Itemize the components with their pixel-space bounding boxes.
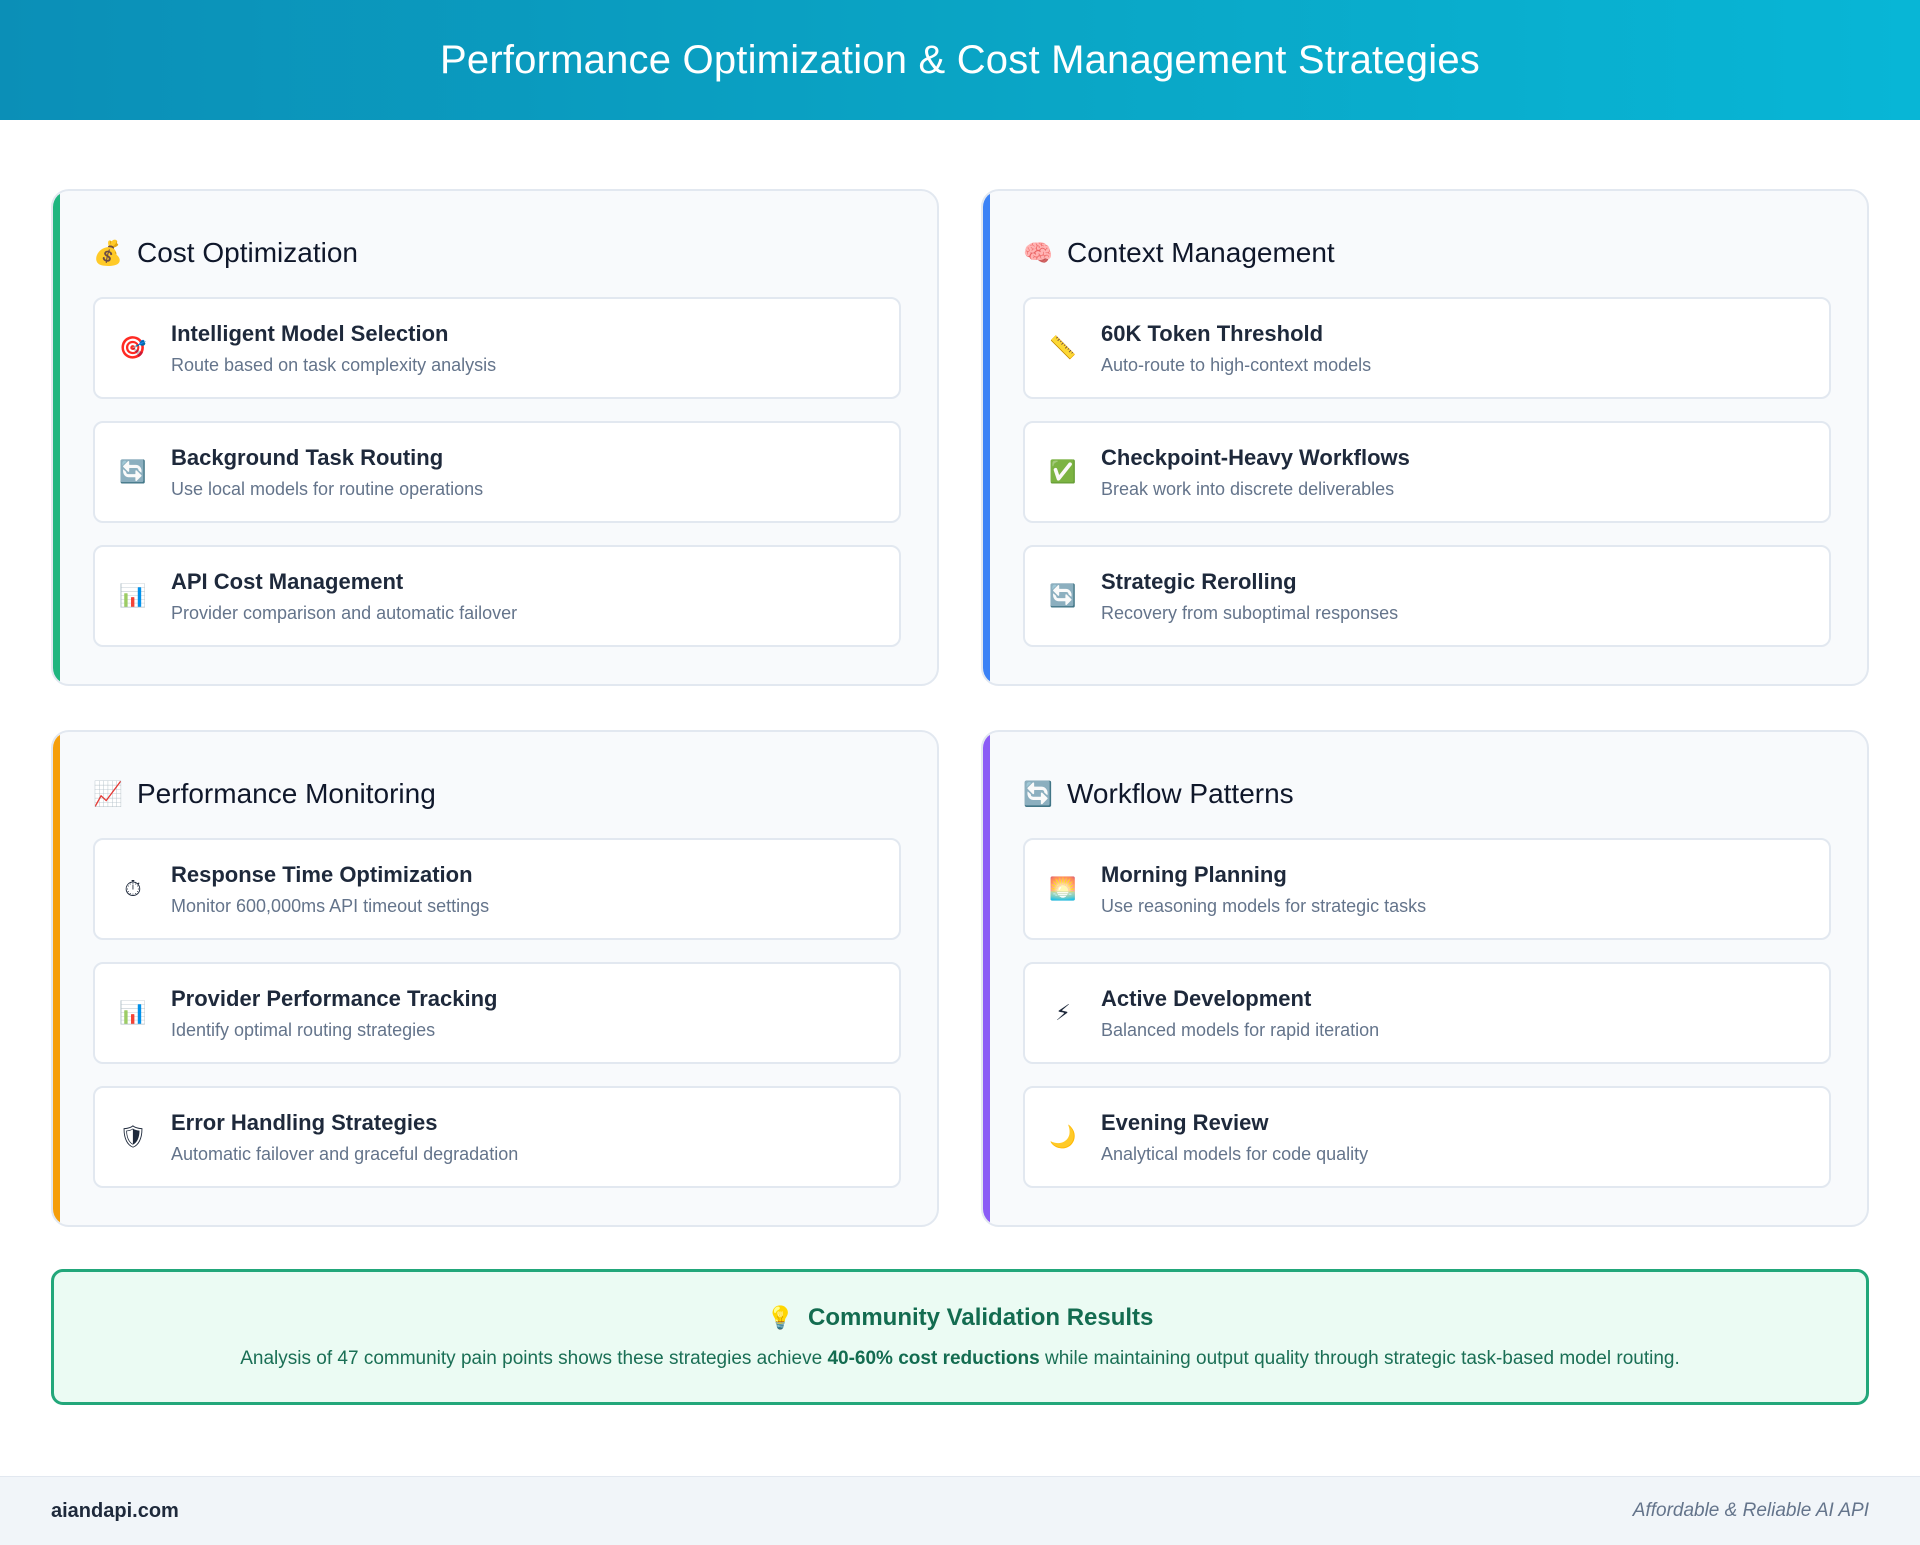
- page-footer: aiandapi.com Affordable & Reliable AI AP…: [0, 1476, 1920, 1545]
- strategy-item-description: Break work into discrete deliverables: [1101, 478, 1395, 499]
- panel-workflow-patterns: 🔄 Workflow Patterns 🌅 Morning Planning Use r…: [981, 730, 1869, 1227]
- strategy-item: 🌅 Morning Planning Use reasoning models fo…: [1023, 838, 1831, 940]
- panel-performance-monitoring: 📈 Performance Monitoring ⏱ Response Time Op…: [51, 730, 939, 1227]
- panel-title-text: Context Management: [1067, 237, 1335, 268]
- strategy-item-text: Response Time Optimization Monitor 600,00…: [171, 862, 489, 917]
- strategy-item-description: Route based on task complexity analysis: [171, 354, 497, 375]
- strategy-item-title: Morning Planning: [1101, 861, 1287, 887]
- strategy-item-text: Strategic Rerolling Recovery from subopti…: [1101, 569, 1398, 624]
- refresh-icon: 🔄: [1049, 583, 1077, 608]
- strategy-item-description: Recovery from suboptimal responses: [1101, 602, 1399, 623]
- strategy-item: 🛡 Error Handling Strategies Automatic fail…: [93, 1086, 901, 1188]
- strategy-item-title: Error Handling Strategies: [171, 1109, 438, 1135]
- stopwatch-icon: ⏱: [124, 876, 142, 901]
- banner-desc-before: Analysis of 47 community pain points sho…: [240, 1348, 828, 1369]
- strategy-item-title: 60K Token Threshold: [1101, 320, 1324, 346]
- strategy-item: 🔄 Background Task Routing Use local models…: [93, 421, 901, 523]
- strategy-item-description: Balanced models for rapid iteration: [1101, 1019, 1380, 1040]
- refresh-icon: 🔄: [1023, 780, 1053, 808]
- sunrise-icon: 🌅: [1049, 876, 1077, 901]
- banner-desc-after: while maintaining output quality through…: [1039, 1348, 1680, 1369]
- strategy-item-title: Checkpoint-Heavy Workflows: [1101, 444, 1410, 470]
- strategy-item: ⚡ Active Development Balanced models for r…: [1023, 962, 1831, 1064]
- community-validation-banner: 💡 Community Validation Results Analysis …: [51, 1269, 1869, 1405]
- strategy-item-description: Analytical models for code quality: [1101, 1143, 1369, 1164]
- strategy-item: 📊 Provider Performance Tracking Identify o…: [93, 962, 901, 1064]
- brain-icon: 🧠: [1023, 239, 1053, 267]
- strategy-item: 📊 API Cost Management Provider comparison …: [93, 545, 901, 647]
- strategy-grid: 💰 Cost Optimization 🎯 Intelligent Model Sel…: [51, 189, 1869, 1227]
- strategy-item-text: Active Development Balanced models for ra…: [1101, 986, 1379, 1041]
- panel-title: 🔄 Workflow Patterns: [1023, 772, 1831, 816]
- money-bag-icon: 💰: [93, 239, 123, 267]
- strategy-item-description: Auto-route to high-context models: [1101, 354, 1372, 375]
- strategy-item: ⏱ Response Time Optimization Monitor 600,0…: [93, 838, 901, 940]
- strategy-item-text: Provider Performance Tracking Identify op…: [171, 986, 497, 1041]
- strategy-item: 📏 60K Token Threshold Auto-route to high-c…: [1023, 297, 1831, 399]
- strategy-item-description: Use local models for routine operations: [171, 478, 484, 499]
- strategy-item-description: Automatic failover and graceful degradat…: [171, 1143, 519, 1164]
- strategy-item-title: Provider Performance Tracking: [171, 985, 498, 1011]
- strategy-item-description: Use reasoning models for strategic tasks: [1101, 895, 1427, 916]
- panel-context-management: 🧠 Context Management 📏 60K Token Threshold A…: [981, 189, 1869, 686]
- strategy-item: 🔄 Strategic Rerolling Recovery from subopt…: [1023, 545, 1831, 647]
- banner-title: Community Validation Results: [808, 1304, 1154, 1331]
- strategy-item-text: 60K Token Threshold Auto-route to high-co…: [1101, 321, 1371, 376]
- strategy-item-title: Intelligent Model Selection: [171, 320, 449, 346]
- strategy-item-text: Morning Planning Use reasoning models for…: [1101, 862, 1426, 917]
- strategy-item: ✅ Checkpoint-Heavy Workflows Break work in…: [1023, 421, 1831, 523]
- strategy-item-text: Intelligent Model Selection Route based o…: [171, 321, 496, 376]
- check-box-icon: ✅: [1049, 459, 1077, 484]
- shield-icon: 🛡: [119, 1124, 147, 1149]
- panel-title-text: Performance Monitoring: [137, 778, 436, 809]
- target-icon: 🎯: [119, 335, 147, 360]
- strategy-item-text: API Cost Management Provider comparison a…: [171, 569, 517, 624]
- banner-desc-highlight: 40-60% cost reductions: [827, 1348, 1040, 1369]
- strategy-item-title: Response Time Optimization: [171, 861, 473, 887]
- strategy-item: 🌙 Evening Review Analytical models for cod…: [1023, 1086, 1831, 1188]
- panel-title-text: Workflow Patterns: [1067, 778, 1294, 809]
- panel-title: 🧠 Context Management: [1023, 231, 1831, 275]
- strategy-item-text: Error Handling Strategies Automatic failo…: [171, 1110, 518, 1165]
- panel-cost-optimization: 💰 Cost Optimization 🎯 Intelligent Model Sel…: [51, 189, 939, 686]
- bar-chart-icon: 📊: [119, 1000, 147, 1025]
- trend-up-icon: 📈: [93, 780, 123, 808]
- lightning-icon: ⚡: [1055, 1000, 1071, 1025]
- panel-title: 💰 Cost Optimization: [93, 231, 901, 275]
- panel-title-text: Cost Optimization: [137, 237, 358, 268]
- strategy-item-text: Evening Review Analytical models for code…: [1101, 1110, 1368, 1165]
- strategy-item: 🎯 Intelligent Model Selection Route based …: [93, 297, 901, 399]
- footer-site-name: aiandapi.com: [51, 1499, 179, 1522]
- strategy-item-text: Checkpoint-Heavy Workflows Break work int…: [1101, 445, 1410, 500]
- page-title: Performance Optimization & Cost Manageme…: [440, 37, 1480, 82]
- ruler-icon: 📏: [1049, 335, 1077, 360]
- strategy-item-description: Provider comparison and automatic failov…: [171, 602, 518, 623]
- strategy-item-title: Background Task Routing: [171, 444, 444, 470]
- strategy-item-title: Evening Review: [1101, 1109, 1269, 1135]
- banner-description: Analysis of 47 community pain points sho…: [240, 1348, 1680, 1370]
- refresh-icon: 🔄: [119, 459, 147, 484]
- strategy-item-text: Background Task Routing Use local models …: [171, 445, 483, 500]
- strategy-item-title: Strategic Rerolling: [1101, 568, 1297, 594]
- lightbulb-icon: 💡: [766, 1305, 794, 1330]
- panel-title: 📈 Performance Monitoring: [93, 772, 901, 816]
- strategy-item-title: Active Development: [1101, 985, 1312, 1011]
- banner-heading: 💡 Community Validation Results: [767, 1304, 1154, 1332]
- strategy-item-title: API Cost Management: [171, 568, 404, 594]
- moon-icon: 🌙: [1049, 1124, 1077, 1149]
- page-header: Performance Optimization & Cost Manageme…: [0, 0, 1920, 120]
- bar-chart-icon: 📊: [119, 583, 147, 608]
- strategy-item-description: Monitor 600,000ms API timeout settings: [171, 895, 490, 916]
- footer-tagline: Affordable & Reliable AI API: [1632, 1500, 1869, 1521]
- strategy-item-description: Identify optimal routing strategies: [171, 1019, 436, 1040]
